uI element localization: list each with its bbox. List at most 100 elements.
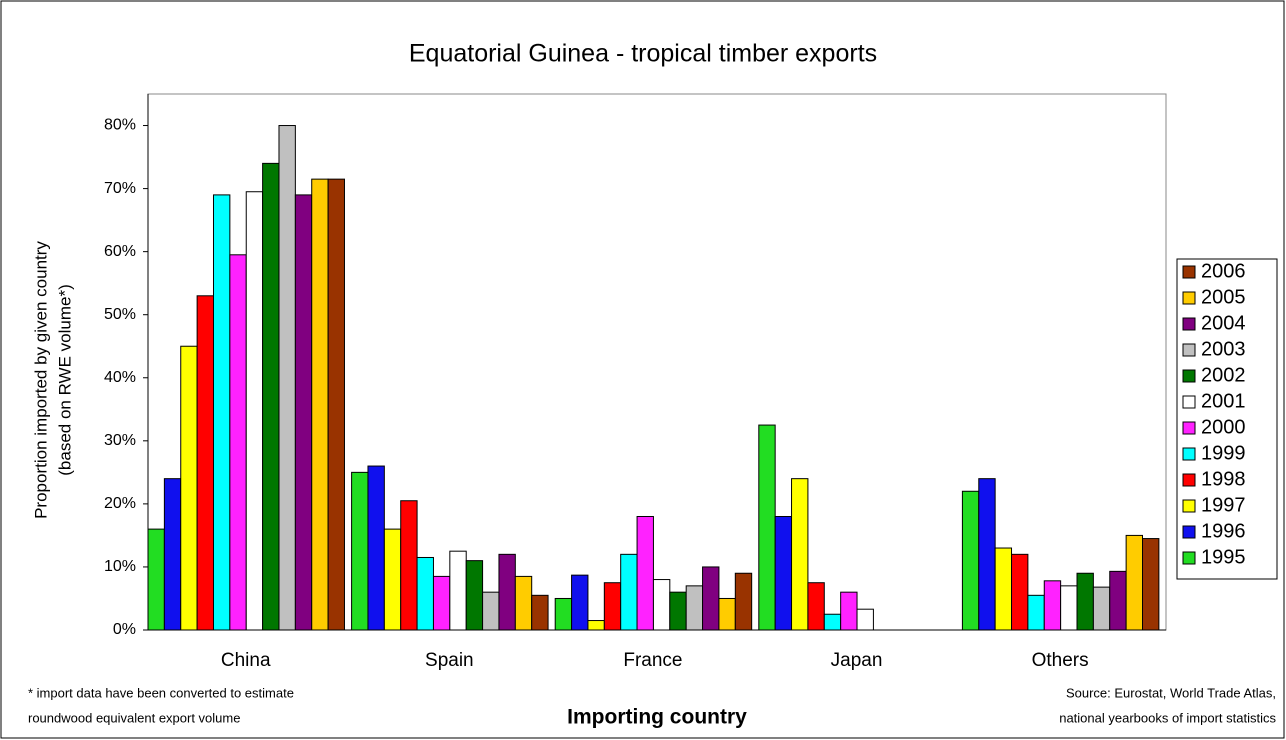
- bar: [994, 547, 1013, 631]
- y-tick-label: 10%: [104, 558, 136, 575]
- bar: [163, 478, 182, 631]
- y-tick-label: 20%: [104, 495, 136, 512]
- bar: [571, 574, 589, 631]
- bar: [603, 582, 622, 631]
- legend-swatch: [1182, 369, 1196, 383]
- bar: [620, 553, 638, 631]
- bar: [840, 591, 858, 631]
- legend-swatch: [1182, 343, 1196, 357]
- bar: [685, 585, 704, 631]
- bar: [554, 597, 573, 631]
- legend-label: 2006: [1201, 260, 1246, 282]
- x-tick-label: Japan: [831, 650, 883, 671]
- legend-label: 1997: [1201, 494, 1246, 516]
- bar: [383, 528, 402, 631]
- legend-label: 1999: [1201, 442, 1246, 464]
- legend-label: 2000: [1201, 416, 1246, 438]
- legend-swatch: [1182, 551, 1196, 565]
- bar: [196, 295, 214, 631]
- legend-swatch: [1182, 291, 1196, 305]
- legend-label: 1998: [1201, 468, 1246, 490]
- bar: [758, 424, 776, 631]
- bar: [278, 125, 296, 631]
- bar: [702, 566, 720, 631]
- legend-label: 2002: [1201, 364, 1246, 386]
- x-tick-label: France: [623, 650, 682, 671]
- legend-swatch: [1182, 525, 1196, 539]
- y-tick-label: 70%: [104, 180, 136, 197]
- bar: [961, 490, 980, 631]
- bar: [482, 591, 500, 631]
- x-tick-label: China: [221, 650, 271, 671]
- legend-swatch: [1182, 395, 1196, 409]
- bar: [652, 579, 671, 631]
- bar: [587, 620, 605, 631]
- bar: [636, 515, 654, 631]
- bar: [823, 613, 842, 631]
- bar: [449, 550, 467, 631]
- legend-swatch: [1182, 317, 1196, 331]
- bar: [718, 597, 736, 631]
- bar: [416, 556, 434, 631]
- legend-swatch: [1182, 447, 1196, 461]
- y-tick-label: 30%: [104, 432, 136, 449]
- legend-swatch: [1182, 499, 1196, 513]
- legend-label: 2001: [1201, 390, 1246, 412]
- bar: [1060, 585, 1078, 631]
- bar: [1125, 534, 1144, 631]
- bar: [978, 478, 996, 631]
- legend-label: 1996: [1201, 520, 1246, 542]
- bar: [212, 194, 231, 631]
- bar: [294, 194, 313, 631]
- y-tick-label: 40%: [104, 369, 136, 386]
- y-axis-label: (based on RWE volume*): [55, 284, 74, 476]
- legend-swatch: [1182, 421, 1196, 435]
- bar: [180, 345, 198, 631]
- legend-swatch: [1182, 265, 1196, 279]
- legend-label: 2004: [1201, 312, 1246, 334]
- y-tick-label: 0%: [113, 621, 136, 638]
- bar: [1011, 553, 1029, 631]
- bar: [774, 515, 793, 631]
- bar: [1142, 538, 1160, 631]
- x-axis-label: Importing country: [567, 706, 747, 729]
- x-tick-label: Others: [1032, 650, 1089, 671]
- bar: [498, 553, 516, 631]
- legend-label: 2003: [1201, 338, 1246, 360]
- bar: [807, 582, 825, 631]
- legend-label: 2005: [1201, 286, 1246, 308]
- source-note: Source: Eurostat, World Trade Atlas,: [1066, 685, 1276, 700]
- bar: [245, 191, 264, 631]
- bar: [791, 478, 809, 631]
- bar: [514, 575, 533, 631]
- bar: [147, 528, 165, 631]
- y-tick-label: 80%: [104, 117, 136, 134]
- y-tick-label: 50%: [104, 306, 136, 323]
- bar: [669, 591, 687, 631]
- bar: [400, 500, 418, 631]
- y-axis-label: Proportion imported by given country: [31, 241, 50, 519]
- bar: [262, 162, 280, 631]
- source-note: national yearbooks of import statistics: [1059, 710, 1276, 725]
- bar: [1027, 594, 1045, 631]
- bar: [1076, 572, 1094, 631]
- legend-swatch: [1182, 473, 1196, 487]
- footnote: * import data have been converted to est…: [28, 685, 294, 700]
- bar: [327, 178, 345, 631]
- bar: [1043, 580, 1062, 631]
- legend-label: 1995: [1201, 546, 1246, 568]
- bar: [531, 594, 549, 631]
- footnote: roundwood equivalent export volume: [28, 710, 240, 725]
- chart-title: Equatorial Guinea - tropical timber expo…: [409, 40, 877, 68]
- bar: [734, 572, 753, 631]
- bar: [432, 575, 451, 631]
- bar: [856, 608, 874, 631]
- bar: [311, 178, 329, 631]
- bar: [229, 254, 247, 631]
- bar: [465, 560, 484, 631]
- y-tick-label: 60%: [104, 243, 136, 260]
- bar: [1092, 586, 1111, 631]
- bar: [1109, 570, 1127, 631]
- bar: [367, 465, 385, 631]
